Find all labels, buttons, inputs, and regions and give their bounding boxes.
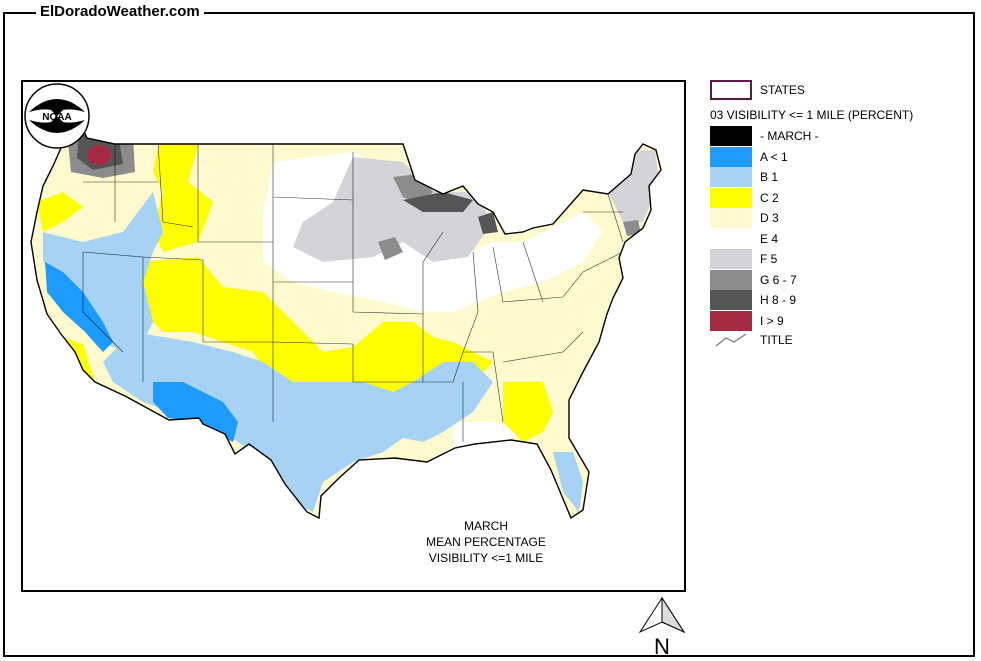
outer-frame (3, 12, 975, 657)
legend-item: E 4 (710, 228, 779, 249)
states-swatch (710, 80, 752, 100)
zone-g-iowa (378, 237, 403, 260)
legend-item-label: H 8 - 9 (760, 293, 797, 307)
us-map (30, 128, 662, 519)
map-panel: NOAA MARCH MEAN PERCENTAGE VISIBILITY <=… (21, 80, 686, 592)
caption-line-1: MARCH (464, 519, 508, 533)
legend-item-label: E 4 (760, 231, 779, 246)
zone-i-pugetsound (87, 145, 111, 165)
zone-h-greatlakes (403, 192, 473, 212)
zone-b-florida (553, 452, 583, 512)
legend-item-label: C 2 (760, 190, 779, 205)
noaa-logo-text: NOAA (42, 112, 71, 123)
legend-item-label: D 3 (760, 211, 779, 225)
legend-item: F 5 (710, 249, 777, 269)
zone-c-oregoncoast (37, 192, 83, 232)
zone-e-gulf (453, 422, 523, 448)
legend-item: B 1 (710, 167, 778, 187)
legend-item-label: G 6 - 7 (760, 272, 797, 287)
map-caption: MARCH MEAN PERCENTAGE VISIBILITY <=1 MIL… (401, 518, 571, 566)
legend-item: H 8 - 9 (710, 290, 796, 310)
north-arrow-icon: N (638, 596, 686, 656)
legend-states-label: STATES (760, 83, 805, 97)
legend-item-label: B 1 (760, 170, 779, 184)
site-title: ElDoradoWeather.com (36, 3, 204, 20)
legend-title-label: TITLE (760, 333, 793, 347)
caption-line-3: VISIBILITY <=1 MILE (428, 551, 544, 565)
title-line-icon (715, 333, 747, 347)
legend-title-row: TITLE (710, 330, 793, 350)
legend-swatch (710, 126, 752, 146)
legend-heading: 03 VISIBILITY <= 1 MILE (PERCENT) (710, 108, 914, 122)
zone-a-arizona (153, 382, 238, 442)
zone-b-southwest (103, 332, 493, 512)
zone-c-georgia (503, 382, 553, 442)
north-label: N (654, 634, 670, 656)
legend-swatch (710, 310, 752, 331)
zone-c-central (143, 257, 493, 412)
legend-item: D 3 (710, 208, 779, 228)
zone-g-newengland (623, 220, 641, 236)
legend-item: A < 1 (710, 146, 788, 167)
legend-item: C 2 (710, 187, 779, 208)
legend-item: G 6 - 7 (710, 269, 797, 290)
legend-swatch (710, 269, 752, 290)
legend-swatch (710, 249, 752, 269)
legend-swatch (710, 167, 752, 187)
caption-line-2: MEAN PERCENTAGE (426, 535, 546, 549)
legend-item-label: - MARCH - (760, 129, 819, 143)
legend-states-row: STATES (710, 80, 805, 100)
legend-item-label: I > 9 (760, 313, 784, 328)
legend-swatch (710, 146, 752, 167)
legend-swatch (710, 187, 752, 208)
noaa-logo: NOAA (24, 83, 90, 149)
legend-swatch (710, 208, 752, 228)
zone-f-northcentral (293, 157, 493, 262)
legend-item: - MARCH - (710, 126, 819, 146)
legend-swatch (710, 228, 752, 249)
state-boundaries (82, 141, 624, 442)
legend-item-label: A < 1 (760, 149, 788, 164)
legend-swatch (710, 290, 752, 310)
zone-h-michigan (478, 212, 498, 234)
legend-item-label: F 5 (760, 252, 778, 266)
zone-b-greatbasin (43, 192, 163, 352)
zone-a-california (45, 262, 113, 352)
legend-item: I > 9 (710, 310, 784, 331)
